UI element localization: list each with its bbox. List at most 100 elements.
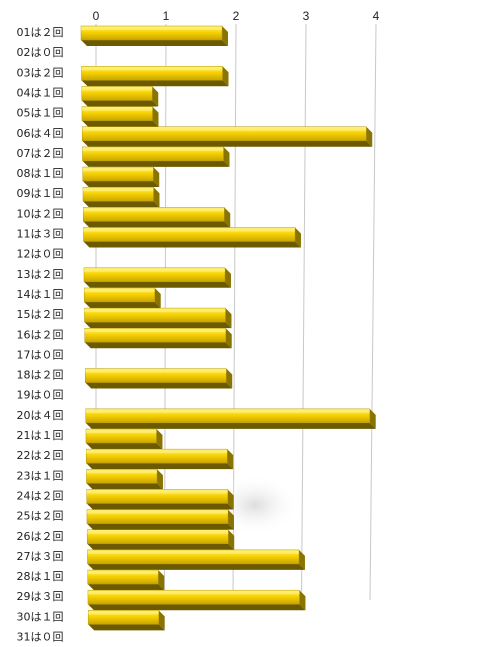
bar-end-face — [226, 368, 233, 389]
bar — [86, 509, 234, 530]
bar-end-face — [227, 489, 234, 510]
bar-highlight — [82, 188, 154, 192]
bar-highlight — [83, 268, 225, 272]
bar-highlight — [85, 430, 157, 433]
bar-highlight — [84, 329, 226, 333]
bar-highlight — [87, 571, 159, 575]
x-tick-label: 4 — [373, 9, 380, 23]
category-label: 25は２回 — [17, 510, 64, 523]
bar-end-face — [227, 449, 234, 470]
bar-bottom-face — [81, 100, 159, 107]
bar-bottom-face — [85, 443, 163, 449]
category-label: 28は１回 — [17, 570, 64, 583]
bar-bottom-face — [87, 563, 305, 570]
category-label: 14は１回 — [17, 288, 64, 301]
bar-bottom-face — [82, 201, 160, 208]
category-label: 24は２回 — [17, 489, 64, 502]
category-label: 09は１回 — [17, 187, 64, 200]
bar-end-face — [152, 86, 159, 107]
bar-bottom-face — [86, 523, 234, 530]
bar — [83, 267, 231, 288]
bar-bottom-face — [82, 140, 373, 147]
bar-bottom-face — [83, 241, 301, 248]
category-label: 29は３回 — [17, 590, 64, 603]
bar — [83, 227, 301, 248]
bar-end-face — [299, 590, 306, 611]
bar-bottom-face — [82, 160, 230, 167]
bar-end-face — [153, 167, 160, 188]
bar-highlight — [82, 127, 367, 131]
bar-end-face — [224, 207, 231, 228]
bar-end-face — [369, 408, 376, 429]
category-label: 03は２回 — [17, 66, 64, 79]
x-axis-tick-labels: 0 1 2 3 4 — [93, 9, 380, 23]
category-label: 17は０回 — [17, 348, 64, 361]
x-tick-label: 3 — [303, 9, 310, 23]
category-label: 13は２回 — [17, 268, 64, 281]
bar-highlight — [81, 67, 223, 71]
bar-end-face — [225, 308, 232, 329]
bar-highlight — [81, 87, 153, 91]
bar-end-face — [298, 549, 305, 570]
bar-end-face — [153, 187, 160, 208]
bar-bottom-face — [81, 40, 228, 46]
bar — [85, 448, 234, 470]
bar-end-face — [366, 126, 373, 147]
bar-bottom-face — [82, 181, 160, 188]
bar-end-face — [224, 267, 231, 288]
bar-bottom-face — [81, 80, 229, 87]
bar-end-face — [225, 328, 232, 349]
bar-end-face — [222, 26, 228, 46]
bar-end-face — [156, 429, 163, 449]
bar-bottom-face — [86, 483, 163, 490]
category-label: 08は１回 — [17, 167, 64, 180]
category-label: 26は２回 — [17, 530, 64, 543]
bar — [80, 25, 228, 46]
bar-bottom-face — [81, 120, 159, 127]
bar-highlight — [81, 27, 222, 30]
category-label: 23は１回 — [17, 469, 64, 482]
bar-highlight — [86, 490, 228, 494]
bar-end-face — [228, 529, 235, 550]
bar — [82, 146, 230, 167]
bar-end-face — [223, 146, 230, 167]
bar — [86, 529, 235, 550]
category-label: 18は２回 — [17, 369, 64, 382]
x-tick-label: 2 — [233, 9, 240, 23]
bar — [87, 589, 306, 611]
bar-highlight — [85, 409, 370, 413]
category-label: 16は２回 — [17, 328, 64, 341]
bar-bottom-face — [87, 604, 306, 611]
bar-bottom-face — [86, 503, 234, 510]
category-label: 01は２回 — [17, 26, 64, 39]
bar-highlight — [82, 168, 154, 172]
category-label: 04は１回 — [17, 86, 64, 99]
category-label: 11は３回 — [17, 228, 64, 241]
bar-end-face — [227, 509, 234, 530]
category-label: 02は０回 — [17, 46, 64, 59]
bar — [86, 489, 234, 510]
bar — [85, 408, 376, 429]
bar-bottom-face — [83, 221, 231, 228]
category-label: 30は１回 — [17, 610, 64, 623]
bar-highlight — [84, 288, 155, 292]
bar-end-face — [152, 106, 159, 127]
bar-bottom-face — [84, 322, 232, 329]
bar — [87, 569, 165, 591]
bar-highlight — [85, 369, 227, 373]
bar-highlight — [86, 470, 157, 474]
bar-highlight — [86, 510, 228, 514]
category-label: 31は０回 — [17, 631, 64, 644]
bar — [83, 287, 161, 308]
bar — [81, 106, 159, 127]
bar-end-face — [158, 610, 165, 631]
bar-highlight — [83, 208, 225, 212]
x-tick-label: 1 — [163, 9, 170, 23]
gridline-3 — [301, 23, 307, 601]
bar — [85, 428, 163, 449]
bar-highlight — [83, 228, 295, 232]
bar-highlight — [87, 591, 300, 595]
bar-highlight — [82, 147, 224, 151]
category-label: 10は２回 — [17, 207, 64, 220]
